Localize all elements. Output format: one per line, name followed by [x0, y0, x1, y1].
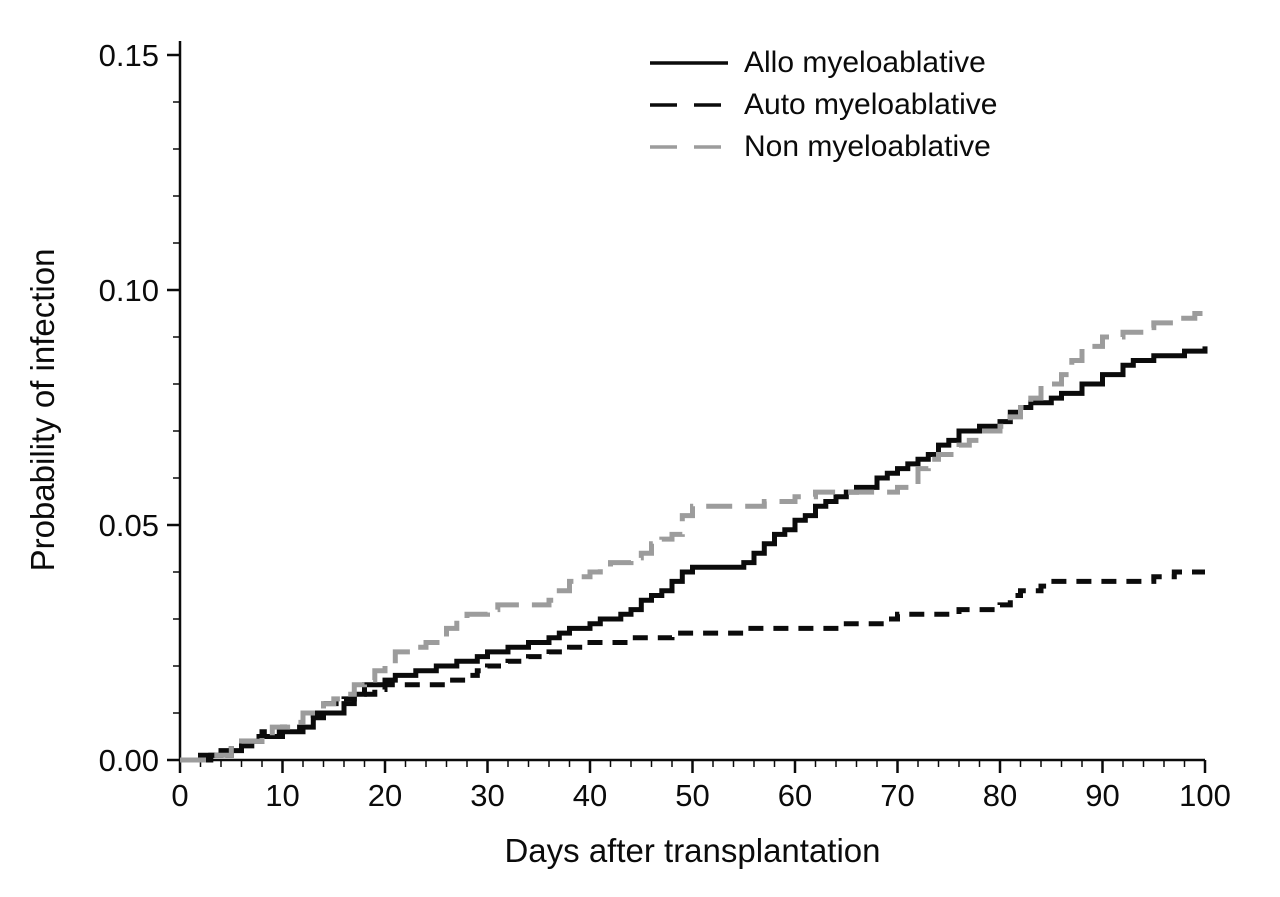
non-myeloablative-line-sample-icon	[650, 145, 728, 149]
y-tick-label: 0.00	[99, 743, 159, 778]
legend-label-non-myeloablative: Non myeloablative	[744, 130, 991, 163]
x-tick-label: 100	[1179, 778, 1231, 813]
x-tick-label: 0	[171, 778, 188, 813]
x-tick-label: 60	[778, 778, 812, 813]
legend-item-non-myeloablative: Non myeloablative	[648, 126, 997, 168]
x-tick-label: 40	[573, 778, 607, 813]
legend-item-allo-myeloablative: Allo myeloablative	[648, 42, 997, 84]
x-tick-label: 80	[983, 778, 1017, 813]
series-line-auto-myeloablative	[180, 569, 1205, 763]
legend-label-allo-myeloablative: Allo myeloablative	[744, 46, 986, 79]
y-tick-label: 0.15	[99, 38, 159, 73]
x-tick-label: 50	[675, 778, 709, 813]
legend-item-auto-myeloablative: Auto myeloablative	[648, 84, 997, 126]
x-tick-label: 90	[1085, 778, 1119, 813]
legend: Allo myeloablative Auto myeloablative No…	[648, 42, 997, 168]
y-tick-label: 0.05	[99, 508, 159, 543]
x-tick-label: 10	[265, 778, 299, 813]
legend-label-auto-myeloablative: Auto myeloablative	[744, 88, 998, 121]
allo-myeloablative-line-sample-icon	[650, 61, 728, 65]
series-line-non-myeloablative	[180, 308, 1208, 763]
x-tick-label: 70	[880, 778, 914, 813]
y-axis-title: Probability of infection	[24, 248, 61, 572]
y-tick-label: 0.10	[99, 273, 159, 308]
auto-myeloablative-line-sample-icon	[650, 103, 728, 107]
x-tick-label: 30	[470, 778, 504, 813]
x-axis-title: Days after transplantation	[504, 832, 881, 869]
x-tick-label: 20	[368, 778, 402, 813]
